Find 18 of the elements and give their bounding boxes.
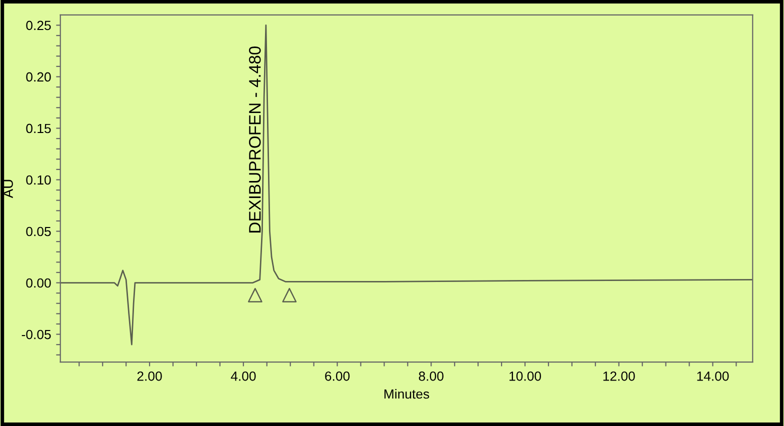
y-tick-label: 0.25 [26, 20, 51, 30]
line-series [60, 24, 753, 346]
x-tick-label: 4.00 [230, 371, 256, 381]
x-axis-title: Minutes [384, 388, 430, 399]
y-tick-label: -0.05 [22, 330, 51, 340]
y-axis-title: AU [3, 180, 13, 198]
x-tick-label: 14.00 [697, 371, 729, 381]
x-tick-label: 6.00 [325, 371, 350, 381]
y-tick-label: 0.15 [26, 124, 51, 134]
y-tick-label: 0.20 [26, 72, 51, 82]
y-tick-label: 0.05 [26, 226, 51, 236]
y-tick-label: 0.00 [26, 278, 51, 288]
x-tick-label: 2.00 [137, 371, 162, 381]
annotation: DEXIBUPROFEN - 4.480 [248, 46, 261, 232]
x-tick-label: 8.00 [418, 371, 444, 381]
y-tick-label: 0.10 [26, 175, 51, 185]
x-tick-label: 10.00 [510, 371, 542, 381]
x-tick-label: 12.00 [603, 371, 635, 381]
